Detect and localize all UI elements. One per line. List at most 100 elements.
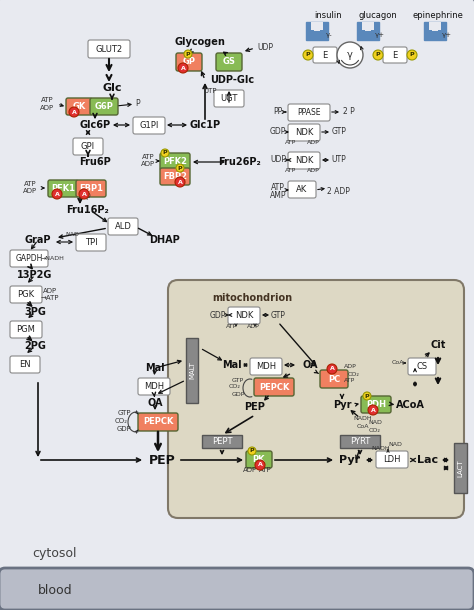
Text: Mal: Mal bbox=[145, 363, 165, 373]
Circle shape bbox=[407, 50, 417, 60]
Bar bbox=[340, 435, 380, 448]
FancyBboxPatch shape bbox=[176, 53, 202, 71]
Bar bbox=[311, 22, 323, 30]
Text: MDH: MDH bbox=[256, 362, 276, 371]
Circle shape bbox=[255, 460, 265, 470]
Text: ATP: ATP bbox=[41, 97, 53, 103]
Text: A: A bbox=[55, 192, 59, 196]
Circle shape bbox=[363, 392, 371, 400]
Text: P: P bbox=[163, 151, 167, 156]
Text: CO₂: CO₂ bbox=[348, 371, 360, 376]
Circle shape bbox=[327, 364, 337, 374]
Text: A: A bbox=[178, 179, 182, 184]
Circle shape bbox=[69, 107, 79, 117]
FancyBboxPatch shape bbox=[383, 47, 407, 63]
FancyBboxPatch shape bbox=[288, 104, 330, 121]
Bar bbox=[454, 443, 467, 493]
Text: E: E bbox=[322, 51, 328, 60]
Text: GTP: GTP bbox=[232, 378, 244, 382]
Text: Mal: Mal bbox=[222, 360, 242, 370]
Text: GraP: GraP bbox=[25, 235, 51, 245]
Text: γ+: γ+ bbox=[375, 32, 385, 38]
Text: A: A bbox=[329, 367, 335, 371]
FancyBboxPatch shape bbox=[288, 124, 320, 141]
FancyBboxPatch shape bbox=[288, 152, 320, 169]
Text: NDK: NDK bbox=[235, 311, 253, 320]
Text: Glc1P: Glc1P bbox=[190, 120, 220, 130]
Text: GDP: GDP bbox=[231, 392, 245, 396]
Text: ACoA: ACoA bbox=[396, 400, 424, 410]
Text: PYRT: PYRT bbox=[350, 437, 370, 445]
FancyBboxPatch shape bbox=[10, 286, 42, 303]
Text: P: P bbox=[410, 52, 414, 57]
Text: NAD: NAD bbox=[368, 420, 382, 425]
Text: blood: blood bbox=[38, 584, 73, 597]
Text: ADP: ADP bbox=[307, 168, 319, 173]
Text: PFK2: PFK2 bbox=[163, 157, 187, 166]
Text: DHAP: DHAP bbox=[150, 235, 181, 245]
FancyBboxPatch shape bbox=[66, 98, 92, 115]
Text: UTP: UTP bbox=[203, 88, 217, 94]
Text: CO₂: CO₂ bbox=[115, 418, 128, 424]
Text: LDH: LDH bbox=[383, 455, 401, 464]
Text: GPI: GPI bbox=[81, 142, 95, 151]
Text: glucagon: glucagon bbox=[359, 10, 397, 20]
Text: Lac: Lac bbox=[418, 455, 438, 465]
Text: ADP: ADP bbox=[43, 288, 57, 294]
Circle shape bbox=[178, 63, 188, 73]
Text: Glycogen: Glycogen bbox=[174, 37, 226, 47]
Text: ADP: ADP bbox=[141, 161, 155, 167]
Text: PDH: PDH bbox=[366, 400, 386, 409]
Text: Fru6P: Fru6P bbox=[79, 157, 111, 167]
FancyBboxPatch shape bbox=[73, 138, 103, 155]
FancyBboxPatch shape bbox=[160, 153, 190, 170]
Text: E: E bbox=[392, 51, 398, 60]
Circle shape bbox=[176, 164, 184, 172]
Bar bbox=[186, 338, 198, 403]
Text: NDK: NDK bbox=[295, 156, 313, 165]
Text: →ATP: →ATP bbox=[41, 295, 59, 301]
Text: GK: GK bbox=[73, 102, 86, 111]
Text: ADP: ADP bbox=[23, 188, 37, 194]
FancyBboxPatch shape bbox=[216, 53, 242, 71]
Text: PGK: PGK bbox=[18, 290, 35, 299]
Text: G6P: G6P bbox=[94, 102, 113, 111]
FancyBboxPatch shape bbox=[133, 117, 165, 134]
Text: Fru26P₂: Fru26P₂ bbox=[219, 157, 261, 167]
Text: ATP: ATP bbox=[285, 140, 297, 146]
Circle shape bbox=[368, 405, 378, 415]
Text: PP: PP bbox=[273, 107, 283, 117]
Text: ATP: ATP bbox=[24, 181, 36, 187]
Text: ATP: ATP bbox=[345, 378, 356, 384]
Text: insulin: insulin bbox=[314, 10, 342, 20]
Text: mitochondrion: mitochondrion bbox=[212, 293, 292, 303]
Text: P: P bbox=[178, 165, 182, 171]
Text: MALT: MALT bbox=[189, 361, 195, 379]
Text: Pyr: Pyr bbox=[333, 400, 351, 410]
FancyBboxPatch shape bbox=[361, 396, 391, 413]
Text: cytosol: cytosol bbox=[33, 548, 77, 561]
Text: EN: EN bbox=[19, 360, 31, 369]
Text: ADP: ADP bbox=[307, 140, 319, 146]
Text: 13P2G: 13P2G bbox=[18, 270, 53, 280]
FancyBboxPatch shape bbox=[254, 378, 294, 396]
Text: LACT: LACT bbox=[457, 459, 463, 477]
Text: FBP1: FBP1 bbox=[79, 184, 103, 193]
Text: NADH: NADH bbox=[372, 445, 390, 451]
Text: PEP: PEP bbox=[245, 402, 265, 412]
Text: P: P bbox=[136, 98, 140, 107]
Circle shape bbox=[175, 177, 185, 187]
Text: PGM: PGM bbox=[17, 325, 36, 334]
Text: PEPCK: PEPCK bbox=[143, 417, 173, 426]
Text: PK: PK bbox=[253, 455, 265, 464]
Text: P: P bbox=[365, 393, 369, 398]
Text: UTP: UTP bbox=[332, 156, 346, 165]
FancyBboxPatch shape bbox=[108, 218, 138, 235]
Text: OA: OA bbox=[302, 360, 318, 370]
Bar bbox=[432, 25, 438, 31]
FancyBboxPatch shape bbox=[160, 168, 190, 185]
Text: PEPT: PEPT bbox=[212, 437, 232, 445]
FancyBboxPatch shape bbox=[246, 451, 272, 468]
FancyBboxPatch shape bbox=[10, 321, 42, 338]
FancyBboxPatch shape bbox=[214, 90, 244, 107]
